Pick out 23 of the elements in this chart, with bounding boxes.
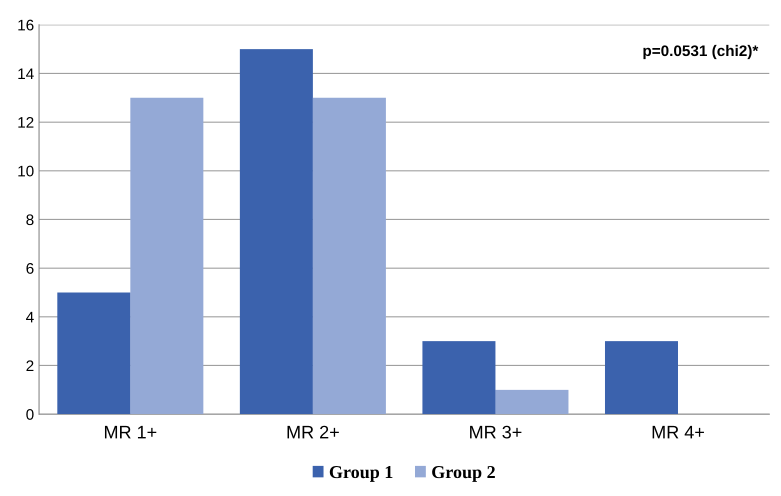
y-tick-label: 4 xyxy=(26,312,34,322)
bar xyxy=(312,98,386,414)
y-tick-label: 12 xyxy=(18,117,34,128)
x-tick-label: MR 1+ xyxy=(104,426,156,438)
bar xyxy=(57,292,130,414)
y-tick-label: 0 xyxy=(26,409,34,420)
x-tick-label: MR 4+ xyxy=(652,426,704,438)
annotation: p=0.0531 (chi2)* xyxy=(643,44,758,60)
y-tick-label: 6 xyxy=(26,263,34,274)
y-tick-label: 16 xyxy=(18,20,34,30)
y-tick-label: 10 xyxy=(18,166,34,176)
legend-label: Group 1 xyxy=(330,466,392,482)
legend-label: Group 2 xyxy=(432,466,495,482)
bar xyxy=(240,49,313,414)
x-tick-label: MR 2+ xyxy=(288,426,339,438)
y-tick-label: 2 xyxy=(26,360,34,372)
bar xyxy=(495,390,568,414)
bar xyxy=(130,98,204,414)
y-tick-label: 14 xyxy=(18,68,34,80)
bar xyxy=(422,341,496,414)
y-tick-label: 8 xyxy=(26,214,34,226)
bar xyxy=(604,341,678,414)
x-tick-label: MR 3+ xyxy=(470,426,522,439)
